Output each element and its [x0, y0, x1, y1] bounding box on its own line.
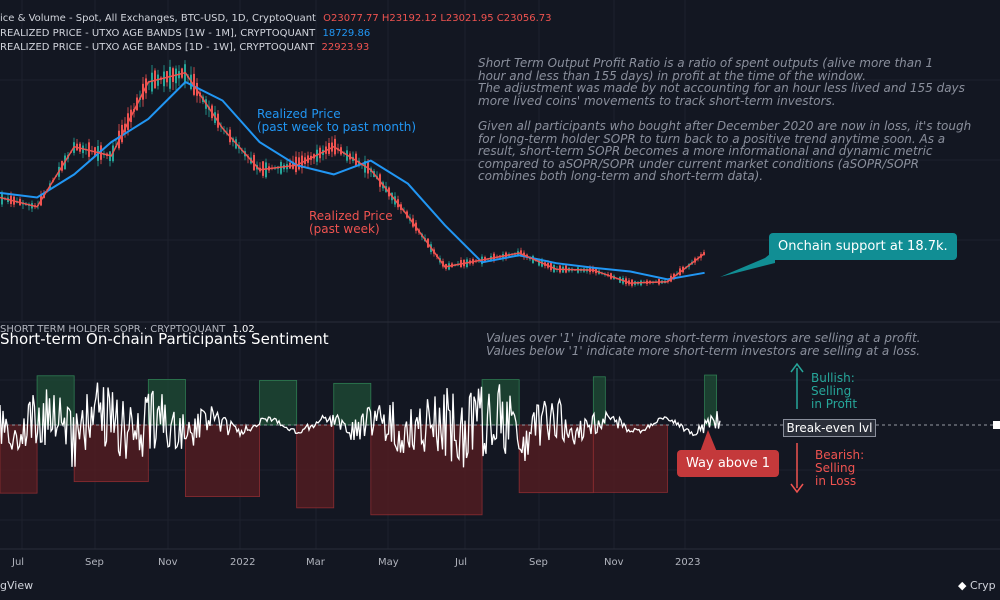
bullish-label: Bullish: Selling in Profit	[811, 371, 858, 411]
bearish-arrow-head	[790, 483, 804, 494]
footer-brand-right: ◆ Cryp	[958, 579, 996, 592]
footer-brand-right-text: Cryp	[969, 579, 996, 592]
footer-bar	[0, 570, 1000, 600]
price-candle	[151, 72, 153, 92]
profit-region	[333, 382, 372, 426]
legend-realized-1d-1w-label: REALIZED PRICE - UTXO AGE BANDS [1D - 1W…	[0, 42, 315, 53]
price-candle	[175, 68, 177, 84]
loss-region	[296, 424, 335, 509]
legend-sopr: SHORT TERM HOLDER SOPR · CRYPTOQUANT 1.0…	[0, 324, 255, 335]
price-candle	[184, 64, 186, 84]
x-tick-2022: 2022	[230, 557, 256, 568]
legend-sopr-label: SHORT TERM HOLDER SOPR · CRYPTOQUANT	[0, 324, 226, 335]
profit-region	[147, 379, 186, 426]
lower-note: Values over '1' indicate more short-term…	[486, 331, 921, 358]
right-edge-marker	[993, 421, 1000, 429]
price-candle	[88, 142, 90, 157]
x-tick-nov-2022: Nov	[604, 557, 624, 568]
x-tick-sep-2022: Sep	[529, 557, 548, 568]
loss-region	[592, 424, 668, 493]
way-above-callout: Way above 1	[677, 450, 780, 477]
realized-blue-annotation: Realized Price (past week to past month)	[257, 107, 416, 134]
loss-region	[185, 424, 260, 497]
profit-region	[259, 380, 298, 426]
onchain-support-callout: Onchain support at 18.7k.	[769, 233, 957, 260]
x-tick-may-2022: May	[378, 557, 399, 568]
x-tick-sep-2021: Sep	[85, 557, 104, 568]
x-tick-jul-2022: Jul	[455, 557, 468, 568]
profit-region	[592, 376, 606, 426]
x-tick-nov-2021: Nov	[158, 557, 178, 568]
legend-sopr-value: 1.02	[232, 324, 255, 335]
legend-price-ohlc: O23077.77 H23192.12 L23021.95 C23056.73	[323, 13, 552, 24]
realized-price-1d-1w-line	[0, 71, 706, 284]
top-note: Short Term Output Profit Ratio is a rati…	[478, 56, 972, 184]
x-tick-jul-2021: Jul	[12, 557, 25, 568]
bearish-label: Bearish: Selling in Loss	[815, 448, 865, 488]
price-candle	[154, 70, 156, 89]
way-above-pointer	[700, 430, 717, 452]
legend-realized-1w-1m-value: 18729.86	[322, 28, 371, 39]
section-title: Short-term On-chain Participants Sentime…	[0, 330, 329, 348]
legend-realized-1w-1m-label: REALIZED PRICE - UTXO AGE BANDS [1W - 1M…	[0, 28, 316, 39]
legend-realized-1d-1w-value: 22923.93	[321, 42, 370, 53]
footer-brand-left: gView	[0, 579, 34, 592]
x-tick-mar-2022: Mar	[306, 557, 325, 568]
sopr-line	[0, 382, 721, 468]
break-even-label: Break-even lvl	[783, 419, 876, 437]
bullish-arrow-head	[790, 362, 804, 373]
price-candle	[265, 162, 267, 178]
price-candle	[163, 71, 165, 87]
loss-region	[370, 424, 483, 516]
price-candle	[262, 161, 264, 176]
realized-price-1w-1m-line	[0, 80, 705, 281]
x-tick-2023: 2023	[675, 557, 701, 568]
cryptoquant-logo-icon: ◆	[958, 579, 967, 592]
legend-realized-1w-1m: REALIZED PRICE - UTXO AGE BANDS [1W - 1M…	[0, 28, 370, 39]
legend-realized-1d-1w: REALIZED PRICE - UTXO AGE BANDS [1D - 1W…	[0, 42, 369, 53]
onchain-support-pointer	[720, 250, 775, 277]
realized-red-annotation: Realized Price (past week)	[309, 209, 393, 236]
price-candle	[169, 66, 171, 89]
legend-price: ice & Volume - Spot, All Exchanges, BTC-…	[0, 13, 551, 24]
legend-price-label: ice & Volume - Spot, All Exchanges, BTC-…	[0, 13, 316, 24]
